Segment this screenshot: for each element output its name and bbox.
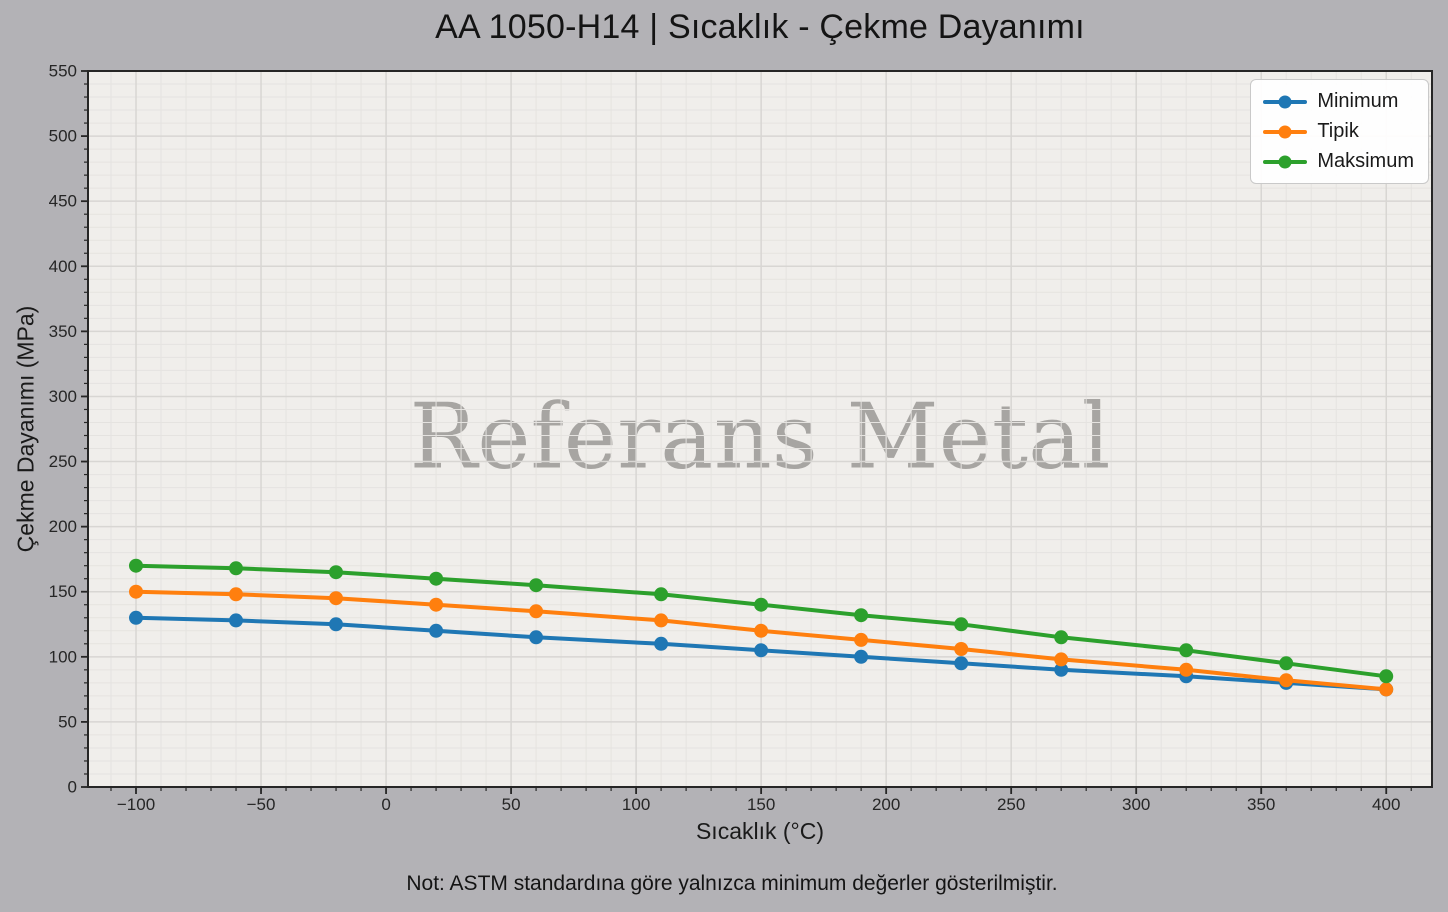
legend-marker-icon	[1278, 155, 1292, 168]
data-point-marker	[1054, 652, 1069, 667]
data-point-marker	[229, 587, 243, 602]
chart-title: AA 1050-H14 | Sıcaklık - Çekme Dayanımı	[435, 8, 1085, 46]
data-point-marker	[754, 643, 769, 658]
y-tick-label: 300	[49, 387, 77, 406]
data-point-marker	[954, 642, 969, 656]
y-axis-label: Çekme Dayanımı (MPa)	[12, 305, 39, 553]
data-point-marker	[1379, 682, 1394, 697]
data-point-marker	[329, 565, 343, 580]
legend-label: Tipik	[1317, 120, 1359, 142]
legend-label: Maksimum	[1317, 150, 1414, 172]
data-point-marker	[1279, 673, 1294, 688]
legend-item-minimum: Minimum	[1263, 89, 1414, 114]
x-tick-label: 300	[1122, 795, 1150, 814]
y-tick-label: 500	[49, 127, 77, 146]
x-tick-label: 200	[872, 795, 900, 814]
legend-line-icon	[1263, 155, 1308, 168]
data-point-marker	[1054, 630, 1069, 645]
x-tick-label: 400	[1372, 795, 1400, 814]
y-tick-label: 50	[58, 712, 77, 731]
data-point-marker	[529, 630, 544, 645]
y-tick-label: 450	[49, 192, 77, 211]
data-point-marker	[229, 561, 243, 576]
x-tick-label: 100	[622, 795, 650, 814]
data-point-marker	[754, 623, 769, 638]
y-tick-label: 0	[68, 778, 77, 797]
legend-label: Minimum	[1317, 90, 1399, 112]
data-point-marker	[129, 610, 143, 625]
legend-item-tipik: Tipik	[1263, 119, 1414, 144]
data-point-marker	[854, 649, 869, 664]
y-tick-label: 250	[49, 452, 77, 471]
data-point-marker	[754, 597, 769, 612]
data-point-marker	[854, 632, 869, 647]
data-point-marker	[1379, 669, 1394, 684]
x-tick-label: 250	[997, 795, 1025, 814]
x-tick-label: 350	[1247, 795, 1275, 814]
data-point-marker	[429, 597, 444, 612]
legend: Minimum Tipik Maksimum	[1250, 79, 1429, 184]
data-point-marker	[329, 591, 343, 606]
data-point-marker	[529, 578, 544, 593]
y-tick-label: 400	[49, 257, 77, 276]
data-point-marker	[654, 613, 669, 628]
footnote: Not: ASTM standardına göre yalnızca mini…	[406, 872, 1058, 895]
y-tick-label: 100	[49, 647, 77, 666]
y-tick-label: 150	[49, 582, 77, 601]
legend-marker-icon	[1278, 95, 1292, 108]
data-point-marker	[954, 656, 969, 671]
y-tick-label: 350	[49, 322, 77, 341]
data-point-marker	[429, 623, 444, 638]
series-minimum	[129, 610, 1394, 697]
x-tick-label: 0	[381, 795, 390, 814]
data-point-marker	[854, 608, 869, 623]
data-point-marker	[1179, 662, 1194, 677]
data-point-marker	[129, 558, 143, 573]
x-tick-label: −100	[117, 795, 155, 814]
data-point-marker	[329, 617, 343, 632]
data-point-marker	[129, 584, 143, 599]
x-tick-label: −50	[247, 795, 276, 814]
legend-item-maksimum: Maksimum	[1263, 149, 1414, 174]
legend-marker-icon	[1278, 125, 1292, 138]
x-axis-label: Sıcaklık (°C)	[695, 818, 825, 844]
data-point-marker	[654, 636, 669, 651]
series-tipik	[129, 584, 1394, 697]
legend-line-icon	[1263, 125, 1308, 138]
data-point-marker	[429, 571, 444, 586]
series-maksimum	[129, 558, 1394, 684]
x-tick-label: 150	[747, 795, 775, 814]
data-point-marker	[1279, 656, 1294, 671]
data-point-marker	[1054, 662, 1069, 677]
plot-background	[88, 71, 1432, 787]
x-tick-label: 50	[502, 795, 521, 814]
y-tick-label: 550	[49, 62, 77, 81]
watermark: Referans Metal	[409, 385, 1110, 490]
data-point-marker	[1179, 643, 1194, 658]
y-tick-label: 200	[49, 517, 77, 536]
data-point-marker	[529, 604, 544, 619]
axis-ticks: −100 −50 0 50 100 150 200 250 300 350 400 0 50 100 150…	[49, 62, 1412, 814]
data-point-marker	[654, 587, 669, 602]
axes-spines	[87, 70, 1433, 788]
data-point-marker	[229, 613, 243, 628]
minor-gridlines	[88, 70, 1432, 788]
legend-line-icon	[1263, 95, 1308, 108]
data-point-marker	[954, 617, 969, 632]
